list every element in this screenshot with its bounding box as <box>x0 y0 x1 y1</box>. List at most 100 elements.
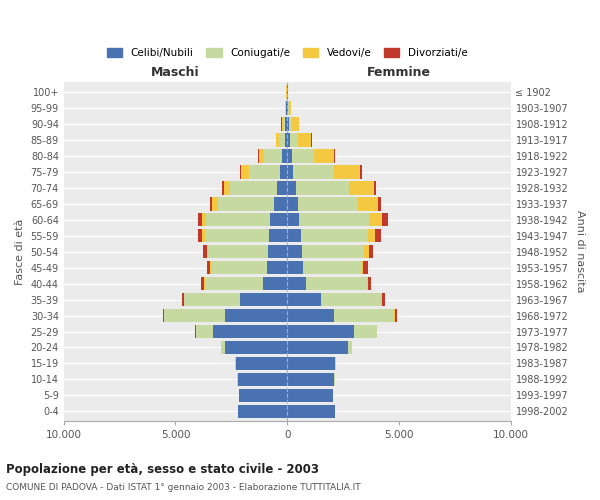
Bar <box>293 165 334 178</box>
Bar <box>382 213 388 226</box>
Bar <box>364 245 369 258</box>
Bar <box>292 149 314 162</box>
Bar <box>198 229 202 242</box>
Bar <box>202 213 206 226</box>
Bar <box>287 309 334 322</box>
Text: COMUNE DI PADOVA - Dati ISTAT 1° gennaio 2003 - Elaborazione TUTTITALIA.IT: COMUNE DI PADOVA - Dati ISTAT 1° gennaio… <box>6 482 361 492</box>
Bar <box>298 133 311 146</box>
Bar <box>321 293 381 306</box>
Bar <box>258 149 259 162</box>
Bar <box>302 245 364 258</box>
Bar <box>381 293 382 306</box>
Bar <box>334 149 335 162</box>
Bar <box>287 149 292 162</box>
Bar <box>196 324 214 338</box>
Bar <box>287 229 301 242</box>
Bar <box>184 293 240 306</box>
Bar <box>367 277 368 290</box>
Bar <box>239 388 287 402</box>
Bar <box>287 324 354 338</box>
Bar <box>277 181 287 194</box>
Bar <box>207 261 211 274</box>
Bar <box>287 277 306 290</box>
Bar <box>274 197 287 210</box>
Bar <box>202 229 205 242</box>
Bar <box>240 165 241 178</box>
Bar <box>265 149 282 162</box>
Bar <box>284 133 287 146</box>
Bar <box>314 149 334 162</box>
Bar <box>235 356 236 370</box>
Bar <box>287 197 298 210</box>
Bar <box>214 324 287 338</box>
Bar <box>335 356 337 370</box>
Bar <box>241 165 249 178</box>
Bar <box>286 101 287 114</box>
Bar <box>287 245 302 258</box>
Bar <box>287 372 334 386</box>
Bar <box>376 229 381 242</box>
Bar <box>224 181 230 194</box>
Bar <box>282 149 287 162</box>
Bar <box>198 213 202 226</box>
Bar <box>206 245 208 258</box>
Bar <box>287 117 289 130</box>
Legend: Celibi/Nubili, Coniugati/e, Vedovi/e, Divorziati/e: Celibi/Nubili, Coniugati/e, Vedovi/e, Di… <box>103 44 472 62</box>
Bar <box>287 340 347 354</box>
Bar <box>347 340 352 354</box>
Bar <box>163 309 164 322</box>
Bar <box>298 197 358 210</box>
Bar <box>287 261 303 274</box>
Bar <box>224 309 287 322</box>
Text: Femmine: Femmine <box>367 66 431 79</box>
Bar <box>286 117 287 130</box>
Bar <box>238 372 287 386</box>
Bar <box>379 197 380 210</box>
Bar <box>287 181 296 194</box>
Bar <box>395 309 397 322</box>
Bar <box>369 213 382 226</box>
Bar <box>280 165 287 178</box>
Bar <box>237 372 238 386</box>
Bar <box>368 277 371 290</box>
Bar <box>369 245 373 258</box>
Bar <box>222 181 224 194</box>
Bar <box>287 293 321 306</box>
Bar <box>287 213 299 226</box>
Bar <box>290 133 298 146</box>
Bar <box>334 372 335 386</box>
Y-axis label: Fasce di età: Fasce di età <box>15 218 25 285</box>
Bar <box>267 261 287 274</box>
Bar <box>361 261 363 274</box>
Bar <box>263 277 287 290</box>
Bar <box>249 165 280 178</box>
Bar <box>236 356 287 370</box>
Bar <box>230 181 277 194</box>
Bar <box>287 133 290 146</box>
Bar <box>296 181 349 194</box>
Bar <box>164 309 224 322</box>
Bar <box>287 388 333 402</box>
Bar <box>287 356 335 370</box>
Bar <box>306 277 367 290</box>
Bar <box>289 117 292 130</box>
Bar <box>202 277 204 290</box>
Text: Popolazione per età, sesso e stato civile - 2003: Popolazione per età, sesso e stato civil… <box>6 462 319 475</box>
Bar <box>361 165 362 178</box>
Bar <box>212 197 218 210</box>
Y-axis label: Anni di nascita: Anni di nascita <box>575 210 585 293</box>
Bar <box>206 213 271 226</box>
Bar <box>268 245 287 258</box>
Bar <box>368 229 376 242</box>
Bar <box>299 213 369 226</box>
Bar <box>281 117 283 130</box>
Bar <box>292 117 299 130</box>
Bar <box>303 261 361 274</box>
Bar <box>334 165 361 178</box>
Bar <box>285 101 286 114</box>
Bar <box>205 229 269 242</box>
Bar <box>382 293 385 306</box>
Bar <box>271 213 287 226</box>
Bar <box>240 293 287 306</box>
Bar <box>221 340 224 354</box>
